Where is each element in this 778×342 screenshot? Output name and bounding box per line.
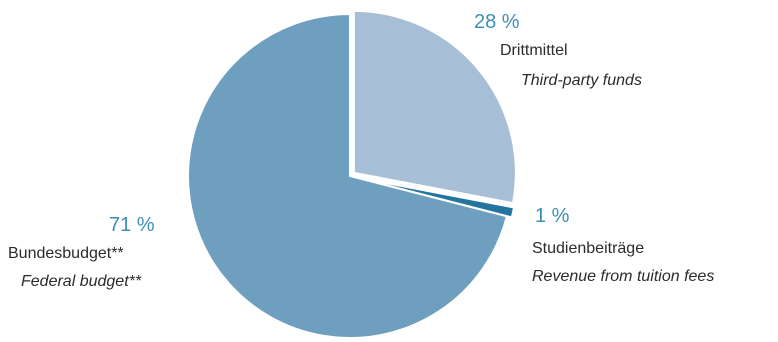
slice-tuition-label-en: Revenue from tuition fees [532, 268, 714, 285]
slice-third-party-label-en: Third-party funds [521, 72, 642, 89]
slice-tuition-percent: 1 % [535, 205, 570, 227]
slice-third-party-label-de: Drittmittel [500, 42, 568, 59]
slice-third-party-percent: 28 % [474, 11, 520, 33]
slice-federal-label-en: Federal budget** [21, 273, 142, 290]
slice-federal-percent: 71 % [109, 214, 155, 236]
slice-federal-label-de: Bundesbudget** [8, 245, 124, 262]
slice-tuition-label-de: Studienbeiträge [532, 240, 644, 257]
pie-slice-third-party [352, 9, 517, 205]
pie-slice-federal [187, 12, 509, 339]
pie-slices [187, 9, 517, 339]
